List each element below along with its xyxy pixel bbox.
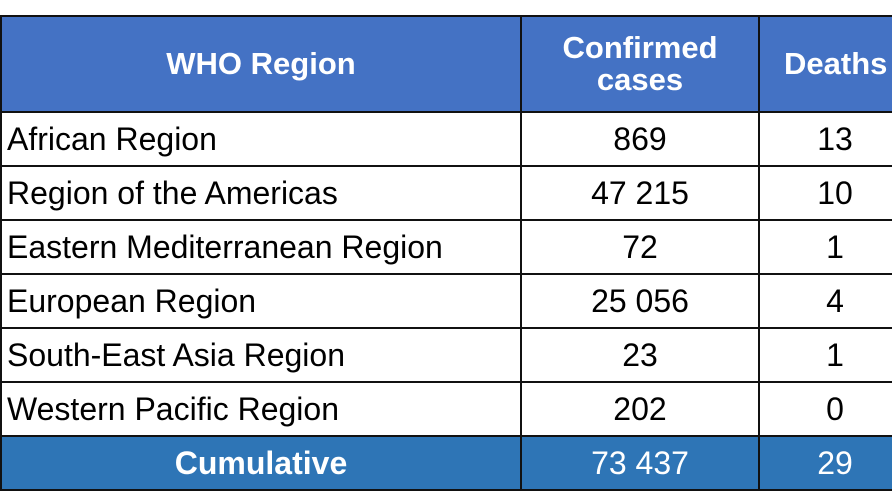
deaths-cell: 1 — [758, 219, 892, 275]
cumulative-cases: 73 437 — [520, 435, 760, 491]
cases-cell: 72 — [520, 219, 760, 275]
deaths-cell: 4 — [758, 273, 892, 329]
header-row: WHO Region Confirmed cases Deaths — [0, 15, 892, 113]
header-confirmed-cases-line1: Confirmed — [562, 30, 718, 65]
table-row: European Region 25 056 4 — [0, 273, 892, 329]
cases-cell: 47 215 — [520, 165, 760, 221]
region-cell: Region of the Americas — [0, 165, 522, 221]
deaths-cell: 0 — [758, 381, 892, 437]
header-deaths: Deaths — [758, 15, 892, 113]
header-who-region: WHO Region — [0, 15, 522, 113]
cases-cell: 869 — [520, 111, 760, 167]
region-cell: European Region — [0, 273, 522, 329]
cases-cell: 202 — [520, 381, 760, 437]
deaths-cell: 13 — [758, 111, 892, 167]
region-cell: Eastern Mediterranean Region — [0, 219, 522, 275]
table-header: WHO Region Confirmed cases Deaths — [0, 15, 892, 113]
table-body: African Region 869 13 Region of the Amer… — [0, 111, 892, 491]
header-who-region-label: WHO Region — [166, 46, 356, 81]
who-region-table: WHO Region Confirmed cases Deaths Africa… — [0, 15, 892, 491]
deaths-cell: 1 — [758, 327, 892, 383]
cumulative-row: Cumulative 73 437 29 — [0, 435, 892, 491]
table-row: African Region 869 13 — [0, 111, 892, 167]
table-row: Eastern Mediterranean Region 72 1 — [0, 219, 892, 275]
region-cell: African Region — [0, 111, 522, 167]
region-cell: Western Pacific Region — [0, 381, 522, 437]
deaths-cell: 10 — [758, 165, 892, 221]
table-row: Western Pacific Region 202 0 — [0, 381, 892, 437]
cumulative-deaths: 29 — [758, 435, 892, 491]
table-row: Region of the Americas 47 215 10 — [0, 165, 892, 221]
header-deaths-label: Deaths — [784, 46, 888, 81]
header-confirmed-cases-line2: cases — [596, 62, 684, 97]
header-confirmed-cases: Confirmed cases — [520, 15, 760, 113]
table-row: South-East Asia Region 23 1 — [0, 327, 892, 383]
cases-cell: 23 — [520, 327, 760, 383]
cases-cell: 25 056 — [520, 273, 760, 329]
region-cell: South-East Asia Region — [0, 327, 522, 383]
cumulative-label: Cumulative — [0, 435, 522, 491]
